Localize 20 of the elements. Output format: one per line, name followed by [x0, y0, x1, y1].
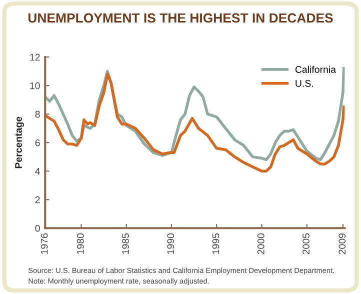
chart-title: UNEMPLOYMENT IS THE HIGHEST IN DECADES: [28, 13, 333, 23]
y-tick-label: 6: [35, 139, 40, 146]
x-tick-label: 1985: [122, 233, 129, 254]
legend-label: U.S.: [296, 80, 313, 87]
x-tick-label: 1976: [40, 233, 48, 254]
y-tick-label: 12: [30, 54, 40, 61]
x-tick-label: 2000: [257, 233, 264, 254]
legend-label: California: [295, 66, 336, 73]
x-tick-label: 1990: [167, 233, 174, 254]
line-series: [45, 72, 345, 172]
x-tick-label: 2005: [302, 233, 310, 254]
y-tick-label: 4: [35, 168, 40, 175]
x-tick-label: 1995: [212, 233, 220, 254]
y-tick-label: 0: [35, 224, 40, 232]
y-tick-label: 8: [35, 110, 40, 118]
x-tick-label: 2009: [338, 233, 346, 254]
y-tick-label: 10: [30, 82, 40, 90]
y-axis-title: Percentage: [15, 116, 24, 168]
x-tick-label: 1980: [76, 233, 84, 254]
y-tick-label: 2: [35, 196, 40, 204]
